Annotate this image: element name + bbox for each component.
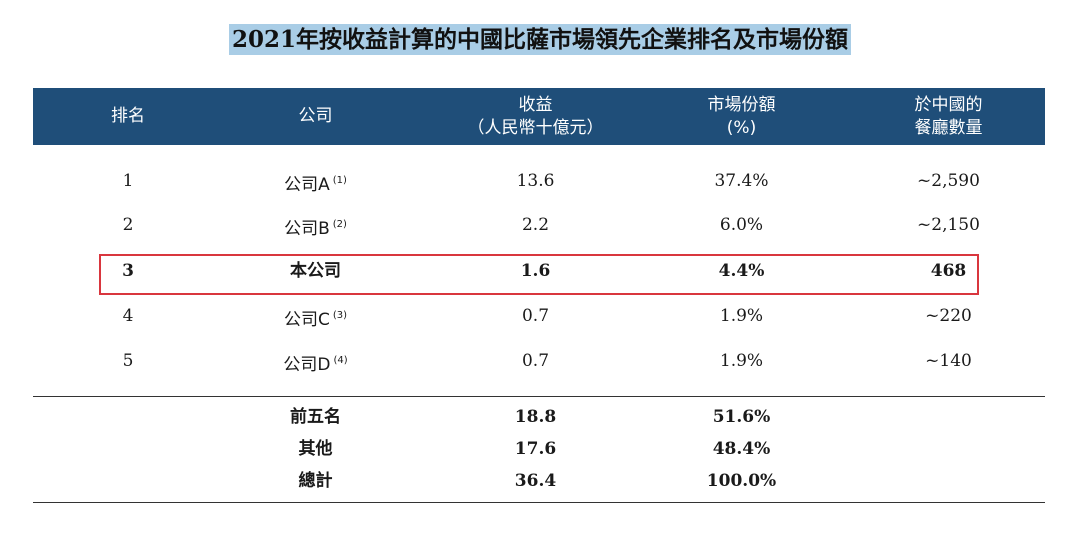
footnote-marker: (1) [332,175,347,186]
stores-cell: ~140 [925,351,972,371]
table-row: 2 公司B (2) 2.2 6.0% ~2,150 [33,210,1045,240]
highlight-box [99,254,979,295]
company-name: 公司C [283,310,330,330]
header-share: 市場份額 (%) [659,88,824,145]
stores-cell: ~220 [925,306,972,326]
header-share-label: 市場份額 [707,94,776,115]
totals-label: 總計 [298,471,333,491]
stores-cell: 468 [930,261,967,281]
bottom-rule [33,502,1045,503]
totals-revenue: 17.6 [514,439,557,459]
totals-label: 前五名 [290,407,341,427]
totals-share: 51.6% [712,407,771,427]
company-cell: 公司B (2) [233,210,398,240]
header-rank-label: 排名 [111,106,145,126]
company-name: 公司A [284,175,330,195]
totals-label: 其他 [298,439,333,459]
share-cell: 1.9% [719,351,764,371]
table-title: 2021年按收益計算的中國比薩市場領先企業排名及市場份額 [228,24,851,55]
revenue-cell: 0.7 [521,351,550,371]
totals-revenue: 18.8 [514,407,557,427]
header-company-label: 公司 [298,106,333,126]
company-cell: 公司D (4) [233,346,398,376]
totals-divider [33,396,1045,397]
revenue-cell: 13.6 [516,171,555,191]
rank-cell: 4 [122,306,134,326]
rank-cell: 2 [122,215,134,235]
totals-revenue: 36.4 [514,471,557,491]
company-name: 公司B [284,219,330,239]
header-rank: 排名 [63,88,193,145]
footnote-marker: (4) [333,355,348,366]
rank-cell: 1 [122,171,134,191]
company-cell: 公司C (3) [233,301,398,331]
footnote-marker: (2) [332,219,347,230]
table-row-highlighted: 3 本公司 1.6 4.4% 468 [33,256,1045,286]
company-name: 本公司 [290,261,341,281]
title-container: 2021年按收益計算的中國比薩市場領先企業排名及市場份額 [0,24,1080,55]
header-company: 公司 [233,88,398,145]
header-revenue-unit: （人民幣十億元） [467,117,604,138]
totals-row: 前五名 18.8 51.6% [33,402,1045,432]
revenue-cell: 1.6 [520,261,551,281]
share-cell: 37.4% [714,171,769,191]
header-stores-label-2: 餐廳數量 [914,117,983,138]
header-stores: 於中國的 餐廳數量 [861,88,1036,145]
share-cell: 6.0% [719,215,764,235]
company-cell: 本公司 [233,256,398,286]
stores-cell: ~2,590 [917,171,980,191]
table-row: 5 公司D (4) 0.7 1.9% ~140 [33,346,1045,376]
share-cell: 4.4% [718,261,765,281]
table-row: 1 公司A (1) 13.6 37.4% ~2,590 [33,166,1045,196]
company-cell: 公司A (1) [233,166,398,196]
rank-cell: 5 [122,351,134,371]
share-cell: 1.9% [719,306,764,326]
footnote-marker: (3) [332,310,348,321]
company-name: 公司D [283,355,331,375]
totals-share: 100.0% [706,471,777,491]
stores-cell: ~2,150 [917,215,980,235]
header-revenue: 收益 （人民幣十億元） [453,88,618,145]
rank-cell: 3 [122,261,134,281]
header-stores-label-1: 於中國的 [914,94,983,115]
totals-row: 其他 17.6 48.4% [33,434,1045,464]
table-row: 4 公司C (3) 0.7 1.9% ~220 [33,301,1045,331]
totals-share: 48.4% [712,439,771,459]
totals-row: 總計 36.4 100.0% [33,466,1045,496]
header-revenue-label: 收益 [518,94,553,115]
header-share-unit: (%) [726,117,757,138]
table-header: 排名 公司 收益 （人民幣十億元） 市場份額 (%) 於中國的 餐廳數量 [33,88,1045,145]
revenue-cell: 2.2 [521,215,550,235]
revenue-cell: 0.7 [521,306,550,326]
